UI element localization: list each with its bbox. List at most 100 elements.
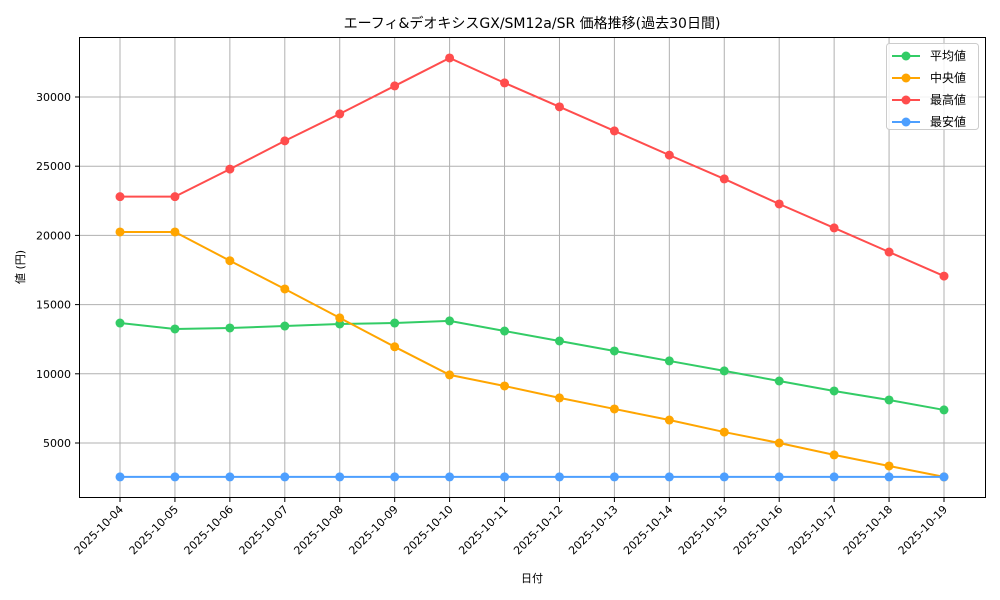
data-point <box>335 109 345 119</box>
y-tick-label: 25000 <box>36 160 71 173</box>
y-tick-label: 10000 <box>36 368 71 381</box>
data-point <box>719 472 729 482</box>
data-point <box>500 326 510 336</box>
data-point <box>390 342 400 352</box>
data-point <box>554 472 564 482</box>
data-point <box>280 284 290 294</box>
data-point <box>884 472 894 482</box>
data-point <box>445 53 455 63</box>
grid-lines <box>80 38 985 497</box>
data-point <box>115 472 125 482</box>
x-tick-label: 2025-10-15 <box>676 503 730 557</box>
data-point <box>829 450 839 460</box>
data-point <box>554 102 564 112</box>
data-point <box>335 472 345 482</box>
series-line <box>119 319 945 411</box>
x-tick-label: 2025-10-06 <box>182 503 236 557</box>
data-point <box>609 346 619 356</box>
x-tick-label: 2025-10-16 <box>731 503 785 557</box>
data-point <box>884 461 894 471</box>
data-point <box>445 472 455 482</box>
x-tick-label: 2025-10-07 <box>237 503 291 557</box>
legend-marker <box>901 117 911 127</box>
data-point <box>500 78 510 88</box>
data-point <box>500 381 510 391</box>
legend-label: 平均値 <box>930 48 966 63</box>
data-point <box>939 405 949 415</box>
series-0 <box>115 316 949 415</box>
x-tick-label: 2025-10-17 <box>786 503 840 557</box>
data-point <box>829 386 839 396</box>
data-point <box>225 256 235 266</box>
data-point <box>664 472 674 482</box>
series-line <box>120 56 945 278</box>
data-point <box>884 395 894 405</box>
x-axis-label: 日付 <box>521 572 543 585</box>
legend-label: 最安値 <box>930 114 966 129</box>
legend-frame <box>886 43 979 130</box>
data-point <box>335 313 345 323</box>
legend-marker <box>901 51 911 61</box>
data-point <box>115 227 125 237</box>
data-point <box>664 356 674 366</box>
y-axis-label: 値 (円) <box>14 250 27 284</box>
data-point <box>609 472 619 482</box>
data-point <box>939 472 949 482</box>
data-point <box>280 472 290 482</box>
data-point <box>225 164 235 174</box>
x-tick-label: 2025-10-18 <box>841 503 895 557</box>
x-tick-label: 2025-10-08 <box>291 503 345 557</box>
legend-label: 中央値 <box>930 70 966 85</box>
x-tick-label: 2025-10-13 <box>566 503 620 557</box>
data-point <box>554 393 564 403</box>
series-3 <box>115 472 949 482</box>
data-point <box>774 438 784 448</box>
y-tick-label: 5000 <box>43 437 71 450</box>
x-tick-label: 2025-10-19 <box>896 503 950 557</box>
data-point <box>225 472 235 482</box>
y-tick-label: 15000 <box>36 299 71 312</box>
data-point <box>170 227 180 237</box>
data-point <box>609 404 619 414</box>
data-point <box>719 427 729 437</box>
data-point <box>115 192 125 202</box>
series-2 <box>115 53 949 281</box>
data-point <box>170 192 180 202</box>
data-point <box>609 126 619 136</box>
legend-marker <box>901 73 911 83</box>
x-tick-label: 2025-10-09 <box>346 503 400 557</box>
data-point <box>170 324 180 334</box>
data-point <box>445 370 455 380</box>
series-line <box>120 230 945 478</box>
data-point <box>500 472 510 482</box>
legend-label: 最高値 <box>930 92 966 107</box>
data-point <box>225 323 235 333</box>
data-point <box>280 321 290 331</box>
data-point <box>445 316 455 326</box>
data-point <box>774 199 784 209</box>
data-point <box>774 376 784 386</box>
data-point <box>884 247 894 257</box>
plot-area-frame <box>79 37 986 498</box>
data-point <box>829 472 839 482</box>
data-point <box>390 318 400 328</box>
data-point <box>390 81 400 91</box>
x-tick-label: 2025-10-12 <box>511 503 565 557</box>
data-point <box>664 150 674 160</box>
x-tick-label: 2025-10-14 <box>621 503 675 557</box>
data-point <box>390 472 400 482</box>
data-point <box>280 136 290 146</box>
x-tick-label: 2025-10-04 <box>72 503 126 557</box>
data-point <box>939 271 949 281</box>
series-layer <box>115 53 949 482</box>
data-point <box>774 472 784 482</box>
x-tick-label: 2025-10-11 <box>456 503 510 557</box>
data-point <box>554 336 564 346</box>
chart-title: エーフィ&デオキシスGX/SM12a/SR 価格推移(過去30日間) <box>344 15 721 32</box>
data-point <box>719 366 729 376</box>
data-point <box>170 472 180 482</box>
x-tick-label: 2025-10-05 <box>127 503 181 557</box>
x-axis: 2025-10-04 2025-10-05 2025-10-06 2025-10-07… <box>72 497 950 557</box>
